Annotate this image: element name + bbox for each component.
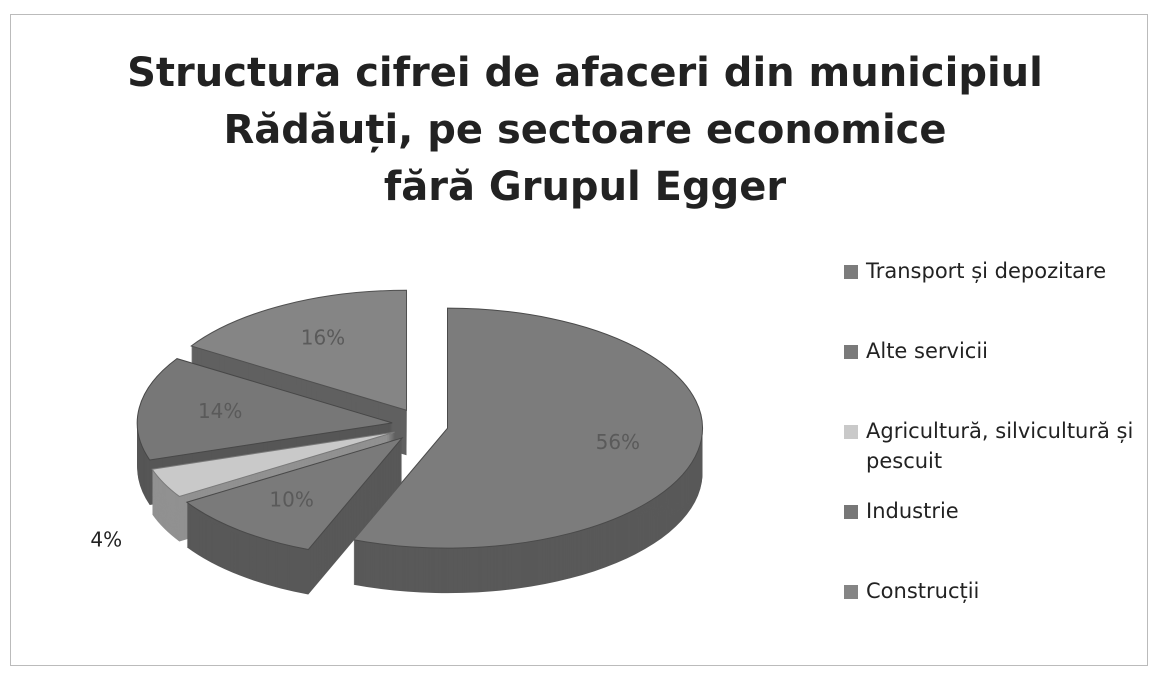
legend-item: Transport și depozitare: [842, 256, 1152, 336]
legend-label: Transport și depozitare: [866, 259, 1107, 283]
chart-title: Rădăuți, pe sectoare economice: [223, 107, 946, 153]
legend-label: Alte servicii: [866, 339, 989, 363]
legend: Transport și depozitare Alte servicii Agri…: [842, 256, 1152, 656]
data-label: 10%: [269, 487, 313, 511]
chart-frame: [10, 14, 1148, 666]
legend-swatch: [844, 265, 858, 279]
legend-swatch: [844, 505, 858, 519]
legend-swatch: [844, 425, 858, 439]
legend-label: Construcții: [866, 579, 980, 603]
slice: [190, 289, 408, 411]
slice: [136, 358, 393, 461]
legend-item: Agricultură, silvicultură și pescuit: [842, 416, 1152, 496]
data-label: 4%: [90, 528, 122, 552]
legend-label: Industrie: [866, 499, 959, 523]
legend-swatch: [844, 345, 858, 359]
slice: [185, 436, 404, 551]
legend-item: Alte servicii: [842, 336, 1152, 416]
data-label: 16%: [301, 325, 345, 349]
data-label: 14%: [198, 399, 242, 423]
chart-title: Structura cifrei de afaceri din municipi…: [127, 50, 1043, 96]
legend-item: Construcții: [842, 576, 1152, 656]
slice: [151, 431, 395, 498]
legend-label: Agricultură, silvicultură și pescuit: [866, 419, 1134, 473]
legend-item: Industrie: [842, 496, 1152, 576]
chart-title: fără Grupul Egger: [384, 164, 787, 210]
data-label: 56%: [596, 430, 640, 454]
legend-swatch: [844, 585, 858, 599]
slice: [352, 307, 703, 549]
